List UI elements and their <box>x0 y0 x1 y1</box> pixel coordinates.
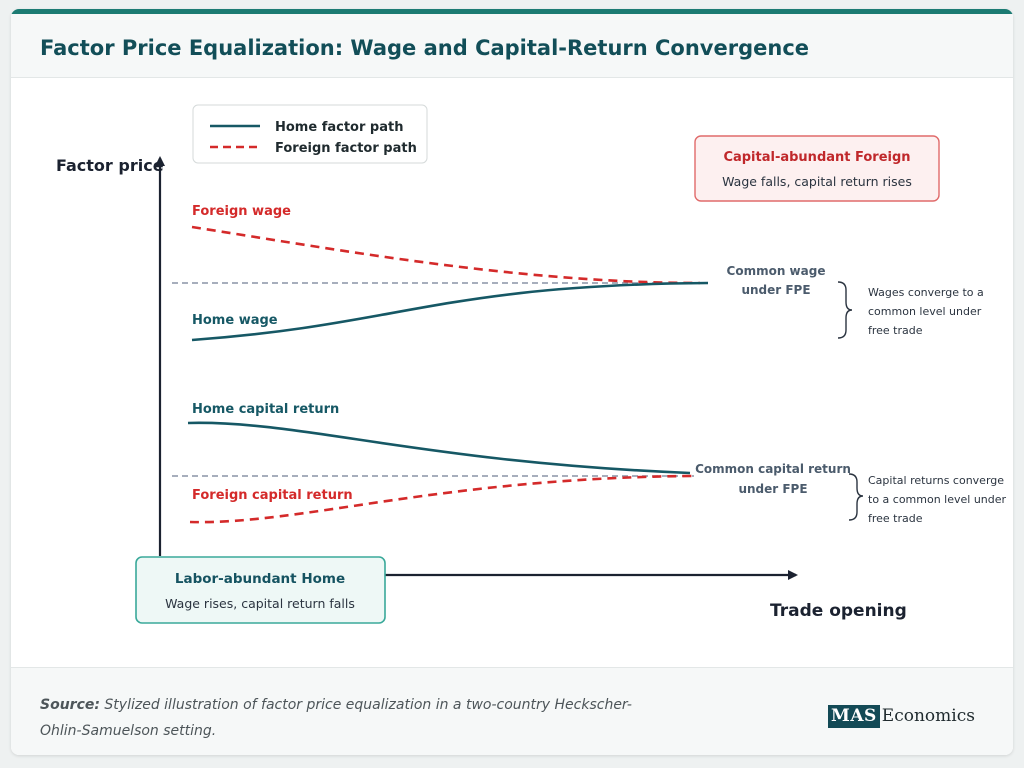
page-title: Factor Price Equalization: Wage and Capi… <box>40 36 810 60</box>
home-box-desc: Wage rises, capital return falls <box>165 596 355 611</box>
footer: Source: Stylized illustration of factor … <box>11 667 1013 755</box>
wage-note-line2: common level under <box>868 305 982 318</box>
foreign-box <box>694 135 940 202</box>
logo-mark: MAS <box>828 705 880 728</box>
figure-card: Factor Price Equalization: Wage and Capi… <box>11 9 1013 755</box>
capital-note-line2: to a common level under <box>868 493 1007 506</box>
y-axis-label: Factor price <box>56 156 164 175</box>
home-wage-label: Home wage <box>192 313 278 328</box>
wage-note-line3: free trade <box>868 324 923 337</box>
home-capital-curve <box>187 421 691 475</box>
source-text: Stylized illustration of factor price eq… <box>40 697 632 739</box>
foreign-wage-curve <box>191 225 701 285</box>
foreign-box-desc: Wage falls, capital return rises <box>722 174 912 189</box>
capital-note-line3: free trade <box>868 512 923 525</box>
home-box <box>135 556 386 624</box>
header: Factor Price Equalization: Wage and Capi… <box>11 14 1013 78</box>
source-label: Source: <box>40 697 100 713</box>
foreign-capital-label: Foreign capital return <box>192 488 353 503</box>
legend-foreign-label: Foreign factor path <box>275 141 417 156</box>
foreign-wage-label: Foreign wage <box>192 204 291 219</box>
common-wage-label-line2: under FPE <box>741 283 810 297</box>
common-capital-label-line1: Common capital return <box>695 462 851 476</box>
legend-box <box>192 104 428 164</box>
home-box-title: Labor-abundant Home <box>175 571 345 587</box>
source-note: Source: Stylized illustration of factor … <box>40 692 640 744</box>
wage-note-line1: Wages converge to a <box>868 286 984 299</box>
foreign-box-title: Capital-abundant Foreign <box>723 150 910 165</box>
common-wage-label-line1: Common wage <box>727 264 826 278</box>
x-axis-label: Trade opening <box>770 601 907 621</box>
foreign-capital-curve <box>189 474 693 524</box>
legend-home-label: Home factor path <box>275 120 403 135</box>
logo-wordmark: Economics <box>881 706 975 726</box>
common-capital-label-line2: under FPE <box>738 482 807 496</box>
wage-brace <box>837 281 853 339</box>
home-capital-label: Home capital return <box>192 402 339 417</box>
brand-logo: MAS Economics <box>828 705 975 729</box>
capital-brace <box>848 473 864 521</box>
capital-note-line1: Capital returns converge <box>868 474 1004 487</box>
accent-bar <box>11 9 1013 14</box>
home-wage-curve <box>191 281 709 342</box>
